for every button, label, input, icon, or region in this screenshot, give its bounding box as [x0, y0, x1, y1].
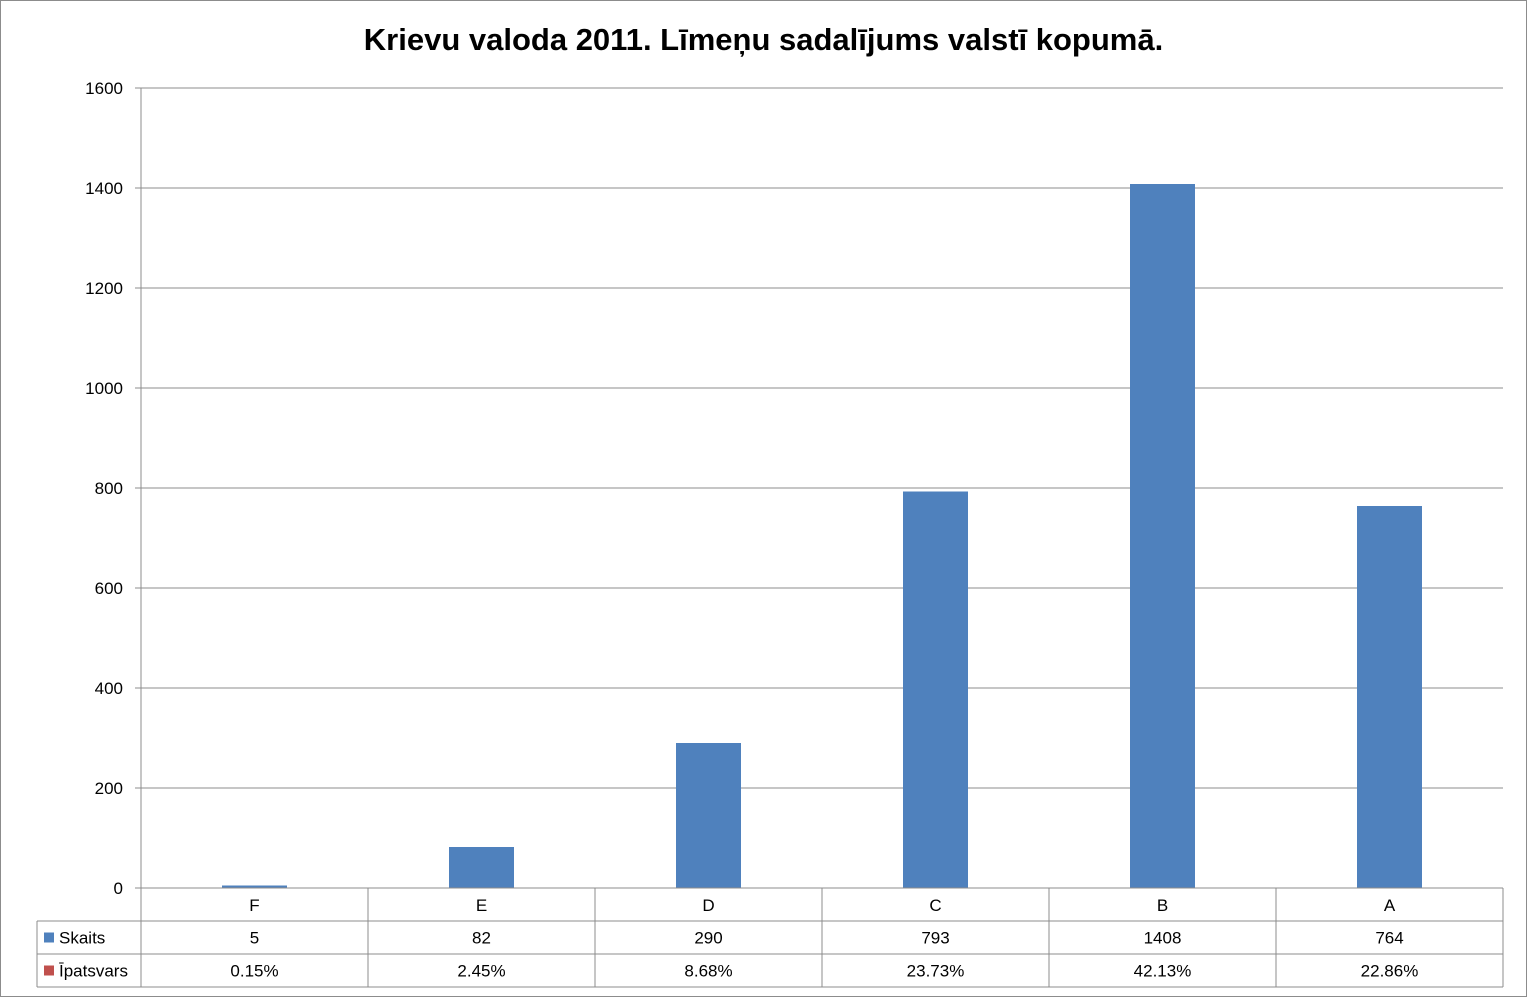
series-name: Skaits — [59, 929, 105, 948]
bar-skaits-e — [449, 847, 514, 888]
y-tick-label: 0 — [114, 879, 123, 898]
bar-skaits-f — [222, 885, 287, 888]
x-category-label: F — [249, 896, 259, 915]
y-tick-label: 1600 — [85, 79, 123, 98]
data-label-īpatsvars: 2.45% — [457, 962, 505, 981]
data-label-skaits: 793 — [921, 929, 949, 948]
data-label-īpatsvars: 22.86% — [1361, 962, 1419, 981]
bar-skaits-b — [1130, 184, 1195, 888]
series-name: Īpatsvars — [59, 962, 128, 981]
data-label-skaits: 290 — [694, 929, 722, 948]
legend-key-īpatsvars — [44, 965, 54, 976]
x-category-label: B — [1157, 896, 1168, 915]
data-label-skaits: 5 — [250, 929, 259, 948]
x-category-label: D — [702, 896, 714, 915]
bar-skaits-a — [1357, 506, 1422, 888]
y-tick-label: 800 — [95, 479, 123, 498]
x-category-label: A — [1384, 896, 1396, 915]
data-label-skaits: 1408 — [1144, 929, 1182, 948]
data-label-īpatsvars: 42.13% — [1134, 962, 1192, 981]
data-label-skaits: 764 — [1375, 929, 1403, 948]
data-label-īpatsvars: 8.68% — [684, 962, 732, 981]
y-tick-label: 1200 — [85, 279, 123, 298]
data-label-īpatsvars: 23.73% — [907, 962, 965, 981]
bar-skaits-c — [903, 491, 968, 888]
y-tick-label: 600 — [95, 579, 123, 598]
chart-title: Krievu valoda 2011. Līmeņu sadalījums va… — [363, 22, 1164, 57]
y-tick-label: 1400 — [85, 179, 123, 198]
bar-skaits-d — [676, 743, 741, 888]
data-label-skaits: 82 — [472, 929, 491, 948]
y-tick-label: 1000 — [85, 379, 123, 398]
data-label-īpatsvars: 0.15% — [230, 962, 278, 981]
y-tick-label: 400 — [95, 679, 123, 698]
x-category-label: C — [929, 896, 941, 915]
y-tick-label: 200 — [95, 779, 123, 798]
legend-key-skaits — [44, 932, 54, 943]
x-category-label: E — [476, 896, 487, 915]
